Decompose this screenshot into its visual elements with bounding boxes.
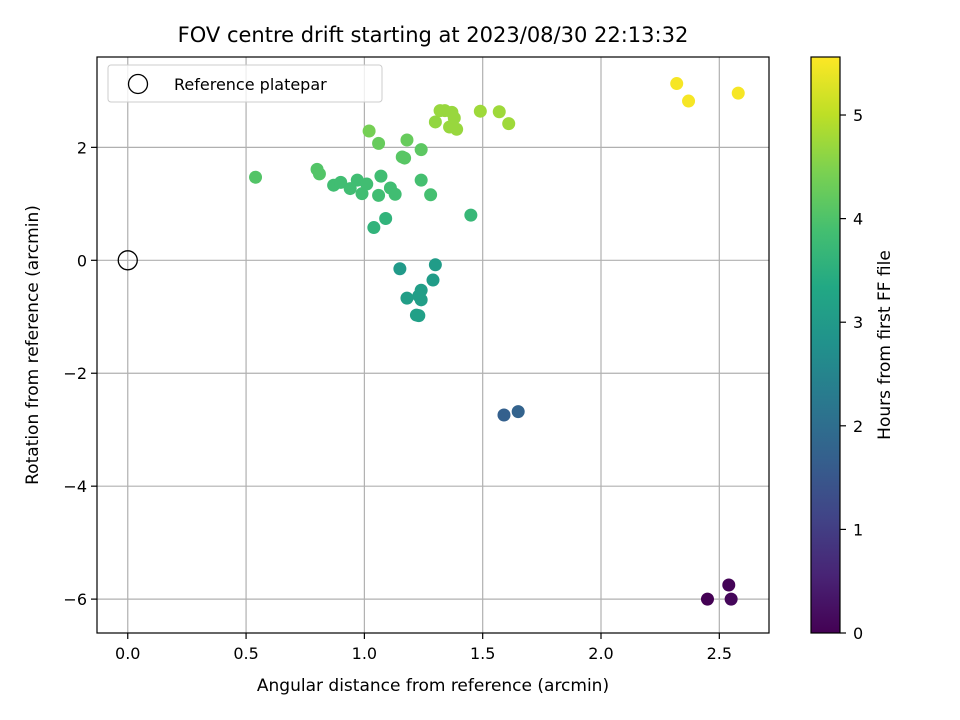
x-axis-label: Angular distance from reference (arcmin) (257, 676, 609, 696)
data-point (414, 143, 428, 157)
data-point (360, 177, 374, 191)
data-point (724, 592, 738, 606)
data-point (424, 188, 438, 202)
x-tick-label: 0.5 (233, 644, 258, 663)
colorbar-tick-label: 0 (853, 624, 863, 643)
y-axis-ticks: −6 −4 −2 0 2 (63, 138, 97, 609)
colorbar-label: Hours from first FF file (875, 250, 895, 440)
data-point (464, 208, 478, 222)
colorbar: 0 1 2 3 4 5 Hours from first FF file (810, 56, 895, 643)
data-point (388, 187, 402, 201)
legend-label: Reference platepar (174, 75, 327, 94)
data-point (670, 77, 684, 91)
data-point (414, 293, 428, 307)
data-point (447, 111, 461, 125)
colorbar-gradient (810, 56, 841, 634)
data-point (379, 212, 393, 226)
data-point (428, 258, 442, 272)
data-point (362, 124, 376, 138)
data-point (400, 291, 414, 305)
data-point (412, 309, 426, 323)
data-point (372, 188, 386, 202)
x-tick-label: 1.0 (352, 644, 377, 663)
data-point (398, 151, 412, 165)
data-point (334, 175, 348, 189)
data-point (502, 117, 516, 131)
data-point (400, 133, 414, 147)
y-tick-label: −6 (63, 590, 87, 609)
colorbar-tick-label: 3 (853, 313, 863, 332)
data-point (731, 86, 745, 100)
data-point (428, 115, 442, 129)
y-tick-label: 0 (77, 251, 87, 270)
data-point (492, 105, 506, 119)
data-point (393, 262, 407, 276)
data-point (249, 170, 263, 184)
data-point (450, 122, 464, 136)
legend: Reference platepar (107, 64, 383, 103)
x-axis-ticks: 0.0 0.5 1.0 1.5 2.0 2.5 (115, 633, 732, 663)
data-point (511, 405, 525, 419)
chart-title: FOV centre drift starting at 2023/08/30 … (178, 23, 689, 47)
data-points (117, 77, 745, 606)
y-tick-label: 2 (77, 138, 87, 157)
data-point (497, 408, 511, 422)
x-tick-label: 0.0 (115, 644, 140, 663)
data-point (367, 221, 381, 235)
data-point (374, 169, 388, 183)
data-point (355, 187, 369, 201)
x-tick-label: 2.0 (588, 644, 613, 663)
data-point (473, 104, 487, 118)
plot-frame (96, 56, 770, 634)
data-point (372, 136, 386, 150)
colorbar-tick-label: 4 (853, 210, 863, 229)
data-point (682, 94, 696, 108)
colorbar-tick-label: 5 (853, 106, 863, 125)
colorbar-tick-label: 2 (853, 417, 863, 436)
y-tick-label: −2 (63, 364, 87, 383)
data-point (414, 173, 428, 187)
data-point (722, 578, 736, 592)
y-tick-label: −4 (63, 477, 87, 496)
x-tick-label: 1.5 (470, 644, 495, 663)
data-point (312, 167, 326, 181)
colorbar-tick-label: 1 (853, 520, 863, 539)
data-point (700, 592, 714, 606)
grid-lines (97, 57, 769, 633)
y-axis-label: Rotation from reference (arcmin) (23, 205, 43, 485)
x-tick-label: 2.5 (707, 644, 732, 663)
data-point (426, 273, 440, 287)
legend-marker-open-circle (127, 73, 149, 95)
colorbar-ticks: 0 1 2 3 4 5 (840, 106, 863, 643)
legend-box (107, 64, 383, 103)
reference-platepar-marker (117, 250, 138, 271)
